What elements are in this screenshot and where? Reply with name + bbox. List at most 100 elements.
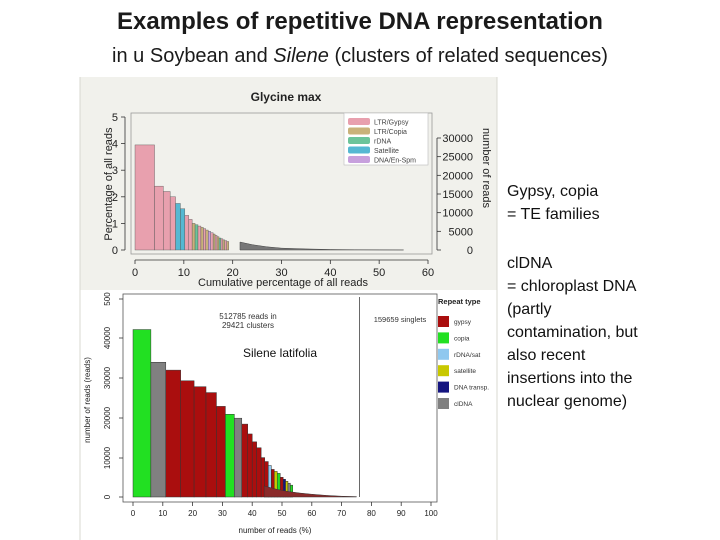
note-line: also recent [507, 347, 586, 364]
x-tick-label: 30 [218, 509, 227, 518]
x-tick-label: 0 [132, 267, 138, 279]
y-axis-label: number of reads (reads) [83, 357, 92, 443]
x-tick-label: 70 [337, 509, 346, 518]
legend-label: clDNA [454, 401, 473, 408]
legend-swatch [438, 398, 449, 409]
bar [203, 228, 207, 251]
chart-title: Glycine max [251, 90, 322, 104]
bar [210, 232, 214, 251]
y-tick-label: 30000 [103, 366, 112, 389]
legend-label: Satellite [374, 148, 399, 155]
x-tick-label: 50 [373, 267, 385, 279]
y2-tick-label: 20000 [442, 170, 473, 182]
y-tick-label: 10000 [103, 446, 112, 469]
x-tick-label: 40 [248, 509, 257, 518]
legend-swatch [438, 332, 449, 344]
chart-title: Silene latifolia [243, 346, 317, 360]
legend-label: rDNA/sat [454, 352, 481, 359]
legend-swatch [348, 146, 370, 154]
legend-label: DNA/En-Spm [374, 158, 416, 165]
legend-label: LTR/Copia [374, 129, 407, 136]
bar [216, 406, 226, 498]
x-tick-label: 20 [227, 267, 239, 279]
legend-label: copia [454, 335, 470, 342]
y-tick-label: 4 [112, 139, 118, 151]
legend-label: satellite [454, 368, 476, 375]
legend-swatch [348, 137, 370, 144]
y-axis-label: Percentage of all reads [103, 127, 115, 241]
y-tick-label: 20000 [103, 406, 112, 429]
y-tick-label: 0 [103, 494, 112, 499]
legend-swatch [438, 316, 449, 327]
bar [184, 215, 189, 251]
bar [150, 362, 167, 498]
bar [180, 208, 186, 251]
x-tick-label: 60 [307, 509, 316, 518]
bar [225, 414, 235, 498]
x-axis-label: number of reads (%) [239, 526, 312, 535]
tail-area [263, 485, 357, 498]
y2-axis-label: number of reads [480, 128, 492, 209]
x-tick-label: 20 [188, 509, 197, 518]
bar [222, 239, 226, 251]
legend-swatch [438, 365, 449, 377]
legend-swatch [348, 127, 370, 135]
bar [226, 241, 229, 251]
bar [216, 236, 220, 251]
bar [208, 231, 211, 251]
x-tick-label: 100 [424, 509, 438, 518]
x-tick-label: 30 [275, 267, 287, 279]
bar [251, 441, 257, 498]
y2-tick-label: 5000 [449, 226, 473, 238]
legend-label: LTR/Gypsy [374, 120, 409, 127]
bar [197, 225, 202, 251]
subtitle-part-2: (clusters of related sequences) [328, 45, 608, 67]
x-tick-label: 50 [278, 509, 287, 518]
bar [205, 229, 209, 251]
bar [234, 417, 243, 498]
x-tick-label: 60 [422, 267, 434, 279]
note-line: contamination, but [507, 324, 638, 341]
y-tick-label: 40000 [103, 326, 112, 349]
bar [212, 233, 216, 251]
x-tick-label: 10 [158, 509, 167, 518]
reads-annotation: 512785 reads in [219, 312, 276, 321]
bar [256, 447, 262, 498]
bar [132, 329, 152, 498]
legend-swatch [438, 348, 449, 360]
note-line: insertions into the [507, 370, 633, 387]
legend-swatch [348, 118, 370, 125]
note-line: clDNA [507, 255, 553, 272]
y-tick-label: 2 [112, 192, 118, 204]
x-tick-label: 10 [178, 267, 190, 279]
y-tick-label: 3 [112, 165, 118, 177]
bar [154, 185, 164, 251]
singlets-annotation: 159659 singlets [374, 315, 427, 324]
bar [193, 386, 207, 498]
legend-label: rDNA [374, 139, 391, 146]
bar [169, 196, 176, 251]
x-tick-label: 40 [324, 267, 336, 279]
slide-subtitle: in u Soybean and Silene (clusters of rel… [0, 45, 720, 68]
y2-tick-label: 0 [467, 245, 473, 257]
legend-title: Repeat type [438, 297, 481, 306]
bar [134, 144, 155, 251]
legend-label: gypsy [454, 319, 472, 326]
x-axis-label: Cumulative percentage of all reads [198, 277, 368, 289]
bar [224, 240, 228, 251]
y-tick-label: 5 [112, 112, 118, 124]
bar [241, 423, 248, 498]
clusters-annotation: 29421 clusters [222, 321, 274, 330]
tail-area [239, 241, 404, 251]
y2-tick-label: 30000 [442, 133, 473, 145]
bar [200, 227, 204, 251]
legend-swatch [438, 381, 449, 393]
bar [163, 191, 171, 251]
note-line: nuclear genome) [507, 393, 628, 410]
bar [218, 237, 222, 251]
y-tick-label: 0 [112, 245, 118, 257]
bar [214, 235, 218, 251]
bar [247, 433, 253, 498]
